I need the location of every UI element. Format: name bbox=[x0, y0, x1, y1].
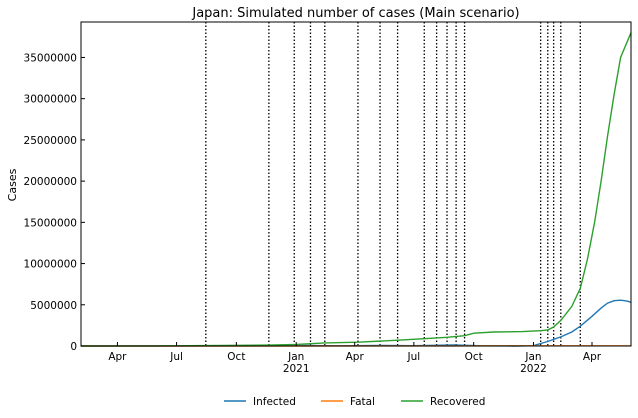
x-tick-label: Jan bbox=[287, 351, 304, 363]
x-tick-label: Jan bbox=[524, 351, 541, 363]
chart-title: Japan: Simulated number of cases (Main s… bbox=[191, 6, 519, 21]
plot-frame bbox=[80, 21, 632, 347]
x-tick-year-label: 2022 bbox=[520, 363, 547, 375]
y-ticks: 0 5000000 10000000 15000000 20000000 25000000… bbox=[24, 52, 85, 353]
x-tick-label: Apr bbox=[346, 351, 365, 363]
y-tick-label: 15000000 bbox=[24, 217, 77, 229]
x-tick-label: Oct bbox=[227, 351, 245, 363]
y-tick-label: 30000000 bbox=[24, 94, 77, 106]
legend: Infected Fatal Recovered bbox=[224, 396, 485, 408]
y-tick-label: 0 bbox=[70, 341, 77, 353]
series-line-infected bbox=[81, 299, 632, 347]
y-tick-label: 5000000 bbox=[30, 300, 77, 312]
x-tick-label: Apr bbox=[583, 351, 602, 363]
x-tick-year-label: 2021 bbox=[283, 363, 310, 375]
x-tick-label: Jul bbox=[169, 351, 183, 363]
y-tick-label: 10000000 bbox=[24, 259, 77, 271]
series-lines bbox=[80, 32, 632, 347]
legend-label-fatal: Fatal bbox=[350, 396, 375, 408]
y-tick-label: 25000000 bbox=[24, 135, 77, 147]
y-tick-label: 20000000 bbox=[24, 176, 77, 188]
series-line-recovered bbox=[80, 32, 632, 347]
change-date-lines bbox=[205, 22, 581, 346]
legend-label-infected: Infected bbox=[253, 396, 296, 408]
y-tick-label: 35000000 bbox=[24, 52, 77, 64]
x-tick-label: Jul bbox=[407, 351, 421, 363]
x-tick-label: Oct bbox=[465, 351, 483, 363]
y-axis-label: Cases bbox=[6, 168, 19, 201]
legend-label-recovered: Recovered bbox=[430, 396, 485, 408]
x-tick-label: Apr bbox=[108, 351, 127, 363]
